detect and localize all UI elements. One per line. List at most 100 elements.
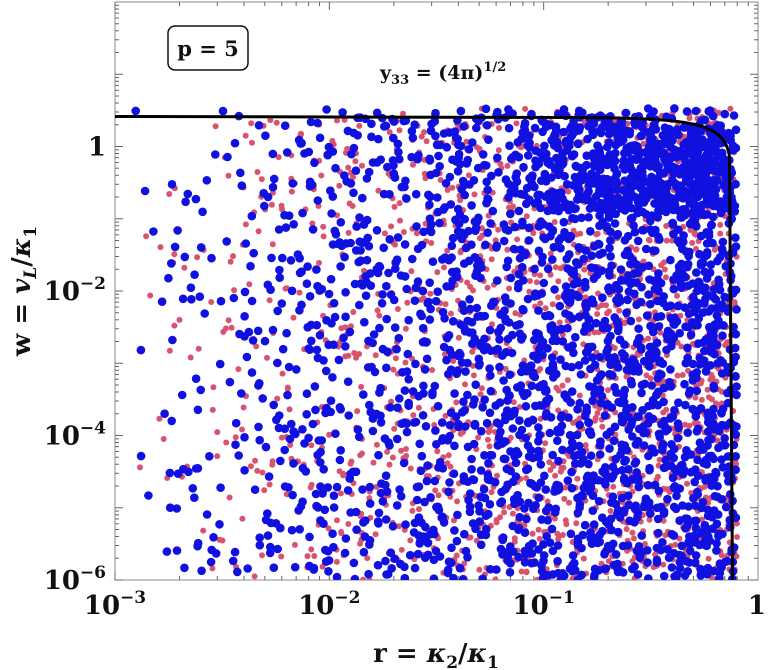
data-point-blue <box>483 228 492 237</box>
data-point-blue <box>426 170 435 180</box>
data-point-blue <box>557 411 567 420</box>
data-point-red <box>674 372 681 379</box>
data-point-blue <box>559 217 569 227</box>
data-point-blue <box>534 246 544 256</box>
data-point-red <box>208 299 215 305</box>
data-point-blue <box>303 262 312 271</box>
data-point-blue <box>394 333 404 343</box>
data-point-blue <box>304 433 313 443</box>
data-point-red <box>209 406 216 413</box>
data-point-blue <box>587 197 596 207</box>
data-point-red <box>267 117 274 124</box>
data-point-blue <box>316 458 325 467</box>
data-point-red <box>485 429 492 435</box>
data-point-red <box>692 394 699 401</box>
data-point-blue <box>573 508 583 518</box>
data-point-blue <box>312 345 322 355</box>
data-point-red <box>360 576 367 580</box>
data-point-red <box>449 184 456 191</box>
data-point-blue <box>719 154 728 163</box>
data-point-blue <box>292 365 301 374</box>
data-point-blue <box>551 484 561 494</box>
data-point-red <box>278 553 285 560</box>
data-point-blue <box>481 104 491 114</box>
data-point-blue <box>456 320 466 329</box>
data-point-blue <box>324 289 334 299</box>
data-point-blue <box>400 386 410 395</box>
data-point-blue <box>317 436 327 445</box>
data-point-red <box>381 230 388 237</box>
data-point-blue <box>291 429 300 439</box>
data-point-red <box>200 527 207 534</box>
data-point-red <box>510 399 517 406</box>
data-point-blue <box>398 368 407 377</box>
data-point-red <box>536 535 543 542</box>
data-point-blue <box>713 256 722 266</box>
data-point-blue <box>492 276 502 285</box>
data-point-blue <box>662 302 672 312</box>
data-point-blue <box>521 433 531 443</box>
data-point-red <box>607 508 614 514</box>
data-point-blue <box>329 298 339 308</box>
data-point-blue <box>590 564 600 574</box>
data-point-red <box>309 220 316 227</box>
data-point-red <box>392 355 399 362</box>
data-point-blue <box>643 500 652 510</box>
data-point-blue <box>703 441 712 450</box>
data-point-blue <box>709 454 718 464</box>
data-point-blue <box>675 484 685 493</box>
data-point-blue <box>335 238 345 247</box>
data-point-blue <box>313 118 322 128</box>
data-point-blue <box>535 430 544 440</box>
data-point-blue <box>630 192 639 201</box>
data-point-blue <box>467 201 476 210</box>
data-point-red <box>372 531 379 538</box>
data-point-blue <box>364 336 373 346</box>
data-point-blue <box>486 565 495 574</box>
data-point-red <box>249 139 255 146</box>
data-point-blue <box>191 374 201 384</box>
data-point-blue <box>534 349 544 358</box>
data-point-blue <box>412 482 422 492</box>
data-point-blue <box>637 388 646 398</box>
data-point-blue <box>389 133 398 143</box>
data-point-blue <box>649 107 658 116</box>
data-point-blue <box>359 390 368 399</box>
data-point-blue <box>508 424 518 433</box>
data-point-red <box>537 300 544 307</box>
data-point-blue <box>460 190 470 200</box>
data-point-blue <box>686 161 695 171</box>
data-point-blue <box>732 305 741 314</box>
x-tick-label: 1 <box>748 591 766 621</box>
data-point-blue <box>593 173 602 183</box>
data-point-blue <box>540 141 549 151</box>
data-point-blue <box>688 370 697 380</box>
data-point-blue <box>618 349 627 358</box>
data-point-blue <box>186 283 196 293</box>
data-point-blue <box>558 445 567 455</box>
data-point-blue <box>620 506 629 515</box>
data-point-red <box>396 523 402 530</box>
data-point-blue <box>571 126 581 136</box>
data-point-blue <box>331 163 340 173</box>
data-point-blue <box>659 383 669 393</box>
data-point-red <box>230 253 236 260</box>
data-point-red <box>537 365 544 372</box>
data-point-blue <box>328 529 337 538</box>
data-point-blue <box>422 476 432 486</box>
data-point-blue <box>421 535 431 544</box>
data-point-blue <box>718 237 728 247</box>
data-point-blue <box>633 412 642 421</box>
data-point-blue <box>504 123 514 133</box>
data-point-blue <box>590 570 599 580</box>
data-point-red <box>329 137 336 144</box>
data-point-blue <box>675 167 685 177</box>
data-point-blue <box>655 357 665 367</box>
data-point-blue <box>706 260 716 270</box>
data-point-blue <box>684 558 694 567</box>
data-point-blue <box>358 485 367 494</box>
data-point-blue <box>617 493 627 503</box>
data-point-blue <box>670 104 679 113</box>
data-point-blue <box>623 541 633 550</box>
data-point-blue <box>598 293 607 303</box>
